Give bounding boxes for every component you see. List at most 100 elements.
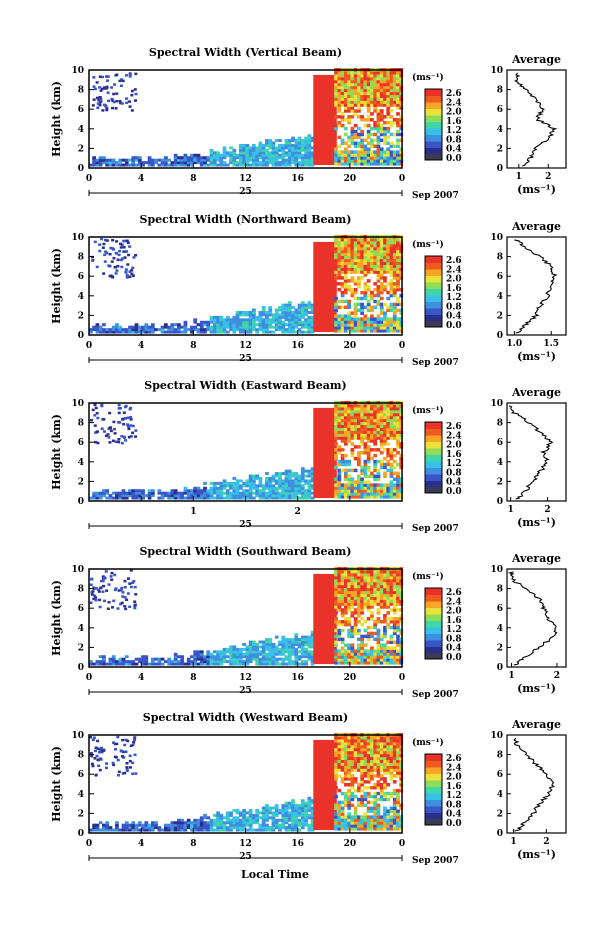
- cell: [125, 101, 129, 105]
- cell: [128, 489, 132, 493]
- colorbar-segment: [425, 422, 442, 429]
- cell: [167, 828, 172, 832]
- cell: [392, 88, 397, 93]
- cell: [297, 143, 302, 147]
- cell: [98, 96, 102, 99]
- cell: [170, 491, 175, 495]
- cell: [363, 100, 368, 104]
- cell: [219, 315, 224, 319]
- cell: [389, 619, 394, 624]
- cell: [334, 785, 338, 790]
- cell: [363, 123, 368, 128]
- cell: [386, 448, 391, 452]
- cell: [386, 492, 391, 496]
- colorbar-tick-label: 2.0: [446, 108, 462, 118]
- cell: [103, 238, 107, 242]
- cell: [350, 249, 355, 254]
- cell: [199, 821, 204, 825]
- cell: [242, 310, 246, 314]
- cell: [363, 147, 368, 151]
- cell: [379, 317, 384, 321]
- cell: [278, 811, 282, 815]
- panel-title: Spectral Width (Eastward Beam): [144, 379, 346, 392]
- cell: [347, 421, 351, 426]
- cell: [304, 821, 308, 825]
- colorbar-tick-label: 2.6: [446, 256, 462, 266]
- cell: [193, 156, 198, 160]
- cell: [235, 325, 240, 329]
- cell: [130, 109, 134, 112]
- cell: [370, 415, 374, 420]
- cell: [121, 330, 126, 334]
- x-tick-label: 12: [239, 174, 252, 184]
- cell: [340, 85, 345, 90]
- cell: [373, 162, 378, 166]
- cell: [203, 662, 207, 666]
- cell: [386, 255, 391, 260]
- cell: [373, 590, 378, 595]
- cell: [396, 162, 400, 166]
- cell: [357, 631, 361, 636]
- cell: [98, 161, 103, 165]
- cell: [203, 491, 207, 495]
- cell: [235, 494, 240, 498]
- cell: [278, 146, 282, 150]
- cell: [137, 325, 142, 329]
- cell: [340, 97, 345, 101]
- cell: [131, 821, 136, 825]
- cell: [271, 158, 276, 162]
- cell: [222, 318, 227, 322]
- cell: [360, 317, 365, 321]
- cell: [92, 597, 96, 601]
- cell: [334, 777, 338, 781]
- cell: [396, 70, 400, 75]
- cell: [291, 660, 295, 664]
- cell: [383, 159, 387, 163]
- cell: [373, 658, 378, 662]
- cell: [183, 821, 188, 825]
- cell: [154, 821, 158, 825]
- cell: [297, 318, 302, 322]
- cell: [252, 484, 256, 488]
- cell: [307, 657, 312, 661]
- cell: [125, 766, 129, 769]
- colorbar-tick-label: 0.4: [446, 312, 462, 322]
- cell: [347, 797, 351, 802]
- cell: [281, 813, 286, 817]
- cell: [363, 273, 368, 277]
- cell: [360, 602, 365, 606]
- cell: [304, 303, 308, 307]
- cell: [248, 818, 253, 822]
- cell: [216, 320, 220, 324]
- cell: [206, 325, 211, 329]
- cell: [297, 662, 302, 666]
- cell: [366, 459, 371, 464]
- cell: [350, 643, 355, 647]
- cell: [360, 406, 365, 411]
- cell: [366, 578, 371, 583]
- cell: [268, 161, 273, 165]
- cell: [307, 828, 312, 832]
- cell: [307, 801, 312, 805]
- cell: [271, 655, 276, 659]
- cell: [258, 163, 263, 167]
- cell: [353, 433, 358, 437]
- cell: [363, 652, 368, 656]
- cell: [337, 123, 342, 128]
- cell: [291, 821, 295, 825]
- cell: [386, 572, 391, 577]
- cell: [167, 657, 172, 661]
- cell: [334, 602, 338, 606]
- cell: [389, 264, 394, 268]
- cell: [124, 439, 128, 442]
- cell: [343, 658, 348, 662]
- cell: [137, 158, 142, 162]
- cell: [268, 325, 273, 329]
- cell: [225, 818, 230, 822]
- cell: [245, 158, 250, 162]
- cell: [300, 799, 305, 803]
- cell: [219, 320, 224, 324]
- panel-title: Spectral Width (Southward Beam): [139, 545, 351, 558]
- cell: [98, 598, 102, 602]
- cell: [347, 646, 351, 650]
